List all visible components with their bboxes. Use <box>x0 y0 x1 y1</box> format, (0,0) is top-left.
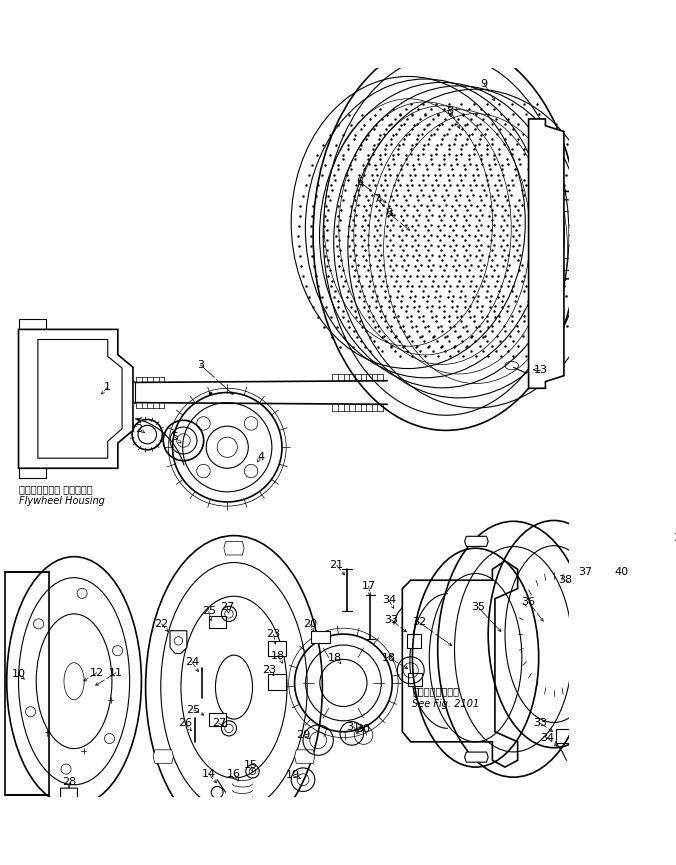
Text: 33: 33 <box>385 615 398 625</box>
Text: 1: 1 <box>104 381 112 392</box>
Text: 35: 35 <box>471 602 485 612</box>
Text: 20: 20 <box>303 619 317 629</box>
Text: 6: 6 <box>385 208 392 218</box>
Text: 34: 34 <box>540 733 554 743</box>
Text: フライホイール ハウジング: フライホイール ハウジング <box>18 484 92 494</box>
Bar <box>268 675 286 689</box>
Text: 26: 26 <box>178 718 192 728</box>
Text: See Fig. 2101: See Fig. 2101 <box>412 699 480 709</box>
Text: 13: 13 <box>533 365 548 375</box>
Polygon shape <box>38 339 122 458</box>
Text: 7: 7 <box>374 194 381 204</box>
Text: 27: 27 <box>212 718 226 728</box>
Text: 10: 10 <box>11 670 26 680</box>
Text: 38: 38 <box>558 575 573 586</box>
Text: 2: 2 <box>135 424 143 433</box>
Text: 28: 28 <box>62 778 76 787</box>
Text: 36: 36 <box>522 597 535 607</box>
Text: 23: 23 <box>266 629 281 639</box>
Polygon shape <box>295 750 315 763</box>
Text: 18: 18 <box>270 651 285 661</box>
Text: 21: 21 <box>330 560 343 570</box>
Text: 4: 4 <box>258 452 264 462</box>
Text: 11: 11 <box>109 668 123 678</box>
Text: 29: 29 <box>296 730 310 740</box>
Polygon shape <box>224 541 244 555</box>
Text: 9: 9 <box>481 79 487 88</box>
Text: 31: 31 <box>347 721 360 732</box>
Polygon shape <box>153 750 173 763</box>
Text: 5: 5 <box>172 432 178 442</box>
Text: 3: 3 <box>197 360 204 369</box>
Text: 30: 30 <box>357 724 370 734</box>
Text: 14: 14 <box>201 769 216 778</box>
Polygon shape <box>464 752 488 762</box>
Bar <box>408 634 421 648</box>
Polygon shape <box>529 119 564 388</box>
Polygon shape <box>18 330 133 468</box>
Text: 16: 16 <box>227 769 241 778</box>
Text: 27: 27 <box>220 602 235 612</box>
Bar <box>209 616 226 628</box>
Bar <box>268 641 286 656</box>
Text: 15: 15 <box>244 760 258 771</box>
Bar <box>556 729 569 743</box>
Text: 24: 24 <box>185 657 199 667</box>
Polygon shape <box>402 561 518 767</box>
Text: 8: 8 <box>447 106 454 116</box>
Text: 6: 6 <box>357 177 364 187</box>
Bar <box>5 572 49 795</box>
Text: 19: 19 <box>286 771 300 780</box>
Text: 17: 17 <box>362 581 376 591</box>
Text: 25: 25 <box>187 705 201 714</box>
Text: 34: 34 <box>382 595 396 606</box>
Bar <box>209 714 226 726</box>
Polygon shape <box>61 788 78 807</box>
Text: 37: 37 <box>578 567 592 577</box>
Text: 33: 33 <box>533 718 548 728</box>
Bar <box>408 673 422 686</box>
Text: 25: 25 <box>201 606 216 617</box>
Text: 32: 32 <box>412 618 427 627</box>
Bar <box>312 631 330 644</box>
Polygon shape <box>464 536 488 547</box>
Text: 12: 12 <box>90 668 104 678</box>
Text: 18: 18 <box>382 653 396 663</box>
Text: 18: 18 <box>328 653 342 663</box>
Text: 39: 39 <box>673 533 676 543</box>
Polygon shape <box>170 631 187 653</box>
Text: 40: 40 <box>614 567 628 577</box>
Text: Flywheel Housing: Flywheel Housing <box>18 497 104 506</box>
Text: 22: 22 <box>155 619 169 629</box>
Text: 第２１０１図参照: 第２１０１図参照 <box>412 686 460 696</box>
Text: 23: 23 <box>262 665 276 676</box>
